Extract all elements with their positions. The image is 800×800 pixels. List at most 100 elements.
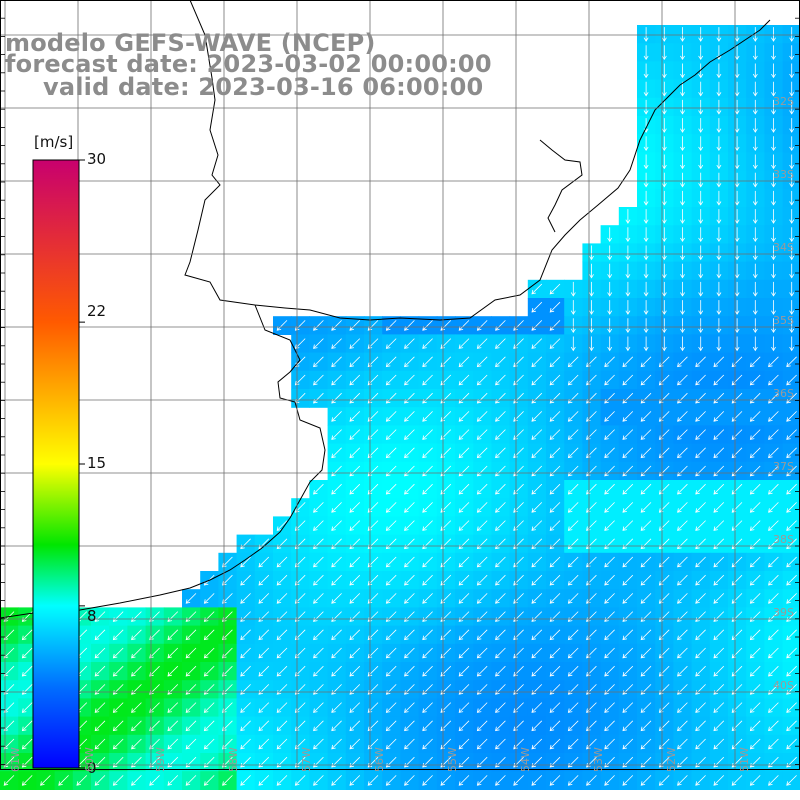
colorbar-unit: [m/s] — [34, 133, 74, 151]
wind-arrow-head — [458, 581, 464, 586]
wind-cell — [291, 589, 310, 608]
wind-arrow-head — [768, 562, 773, 568]
wind-arrow — [404, 665, 415, 677]
wind-arrow — [477, 338, 488, 349]
wind-cell — [382, 516, 401, 536]
wind-arrow — [549, 520, 561, 531]
wind-arrow-head — [589, 274, 594, 279]
wind-arrow — [531, 647, 543, 659]
wind-cell — [327, 607, 347, 627]
wind-arrow — [386, 556, 397, 568]
wind-cell — [455, 552, 474, 572]
wind-cell — [436, 516, 456, 536]
wind-arrow-head — [513, 781, 518, 786]
wind-arrow-head — [276, 744, 282, 750]
wind-arrow-head — [771, 310, 776, 315]
wind-arrow — [604, 429, 615, 440]
wind-cell — [309, 716, 329, 736]
wind-cell — [309, 643, 329, 663]
wind-arrow — [622, 738, 634, 750]
wind-arrow-head — [458, 508, 464, 513]
wind-cell — [218, 571, 238, 590]
wind-arrow — [731, 392, 743, 404]
wind-cell — [109, 698, 128, 718]
wind-arrow — [367, 775, 379, 786]
wind-arrow — [331, 520, 342, 531]
wind-arrow — [750, 374, 761, 386]
wind-arrow-head — [640, 599, 646, 604]
wind-cell — [345, 625, 365, 645]
wind-cell — [546, 407, 565, 426]
wind-arrow-head — [167, 763, 172, 768]
wind-cell — [400, 425, 420, 445]
wind-cell — [364, 716, 383, 736]
wind-arrow-head — [440, 708, 445, 713]
wind-cell — [764, 698, 784, 718]
wind-arrow — [622, 556, 634, 568]
wind-arrow-head — [786, 763, 791, 768]
wind-cell — [691, 680, 711, 699]
wind-arrow — [677, 502, 688, 513]
wind-cell — [327, 662, 347, 681]
wind-cell — [254, 771, 274, 790]
wind-cell — [546, 571, 565, 590]
wind-cell — [527, 552, 547, 572]
wind-arrow-head — [404, 635, 409, 641]
wind-cell — [236, 662, 256, 681]
wind-arrow — [640, 556, 652, 568]
wind-arrow-head — [21, 672, 27, 677]
wind-cell — [473, 425, 492, 445]
wind-arrow — [659, 374, 670, 386]
wind-arrow — [404, 647, 415, 659]
wind-arrow — [568, 720, 579, 731]
wind-cell — [491, 316, 511, 335]
wind-cell — [455, 534, 474, 554]
wind-arrow — [604, 647, 615, 659]
wind-cell — [418, 461, 438, 481]
wind-cell — [436, 552, 456, 572]
wind-cell — [637, 352, 656, 372]
wind-arrow-head — [677, 581, 682, 586]
wind-arrow — [113, 720, 124, 731]
wind-arrow — [149, 775, 160, 786]
wind-arrow-head — [440, 362, 445, 368]
wind-arrow — [731, 720, 743, 731]
wind-arrow — [495, 665, 506, 677]
wind-cell — [527, 352, 547, 372]
wind-cell — [345, 680, 365, 699]
wind-arrow — [549, 647, 561, 659]
wind-arrow — [513, 320, 524, 331]
wind-arrow-head — [752, 219, 758, 224]
wind-cell — [728, 662, 747, 681]
wind-arrow — [513, 520, 524, 531]
wind-arrow-head — [549, 435, 555, 440]
wind-arrow-head — [531, 581, 536, 586]
wind-arrow-head — [786, 672, 791, 677]
wind-arrow-head — [167, 672, 172, 677]
wind-cell — [473, 352, 492, 372]
wind-arrow — [659, 538, 670, 549]
wind-cell — [746, 607, 765, 627]
wind-arrow — [204, 738, 215, 750]
wind-arrow-head — [112, 763, 118, 768]
wind-arrow-head — [661, 292, 667, 297]
wind-cell — [509, 443, 529, 463]
wind-cell — [291, 516, 310, 536]
wind-arrow — [22, 684, 33, 695]
wind-cell — [582, 407, 602, 426]
wind-arrow — [768, 520, 779, 531]
wind-cell — [564, 571, 583, 590]
wind-arrow — [531, 465, 543, 477]
wind-cell — [127, 643, 147, 663]
wind-cell — [582, 389, 602, 408]
wind-arrow — [531, 483, 543, 495]
wind-cell — [309, 498, 329, 517]
wind-arrow — [731, 593, 743, 604]
wind-arrow-head — [276, 726, 282, 732]
wind-arrow — [586, 356, 597, 367]
wind-cell — [18, 771, 37, 790]
wind-cell — [436, 716, 456, 736]
wind-arrow-head — [513, 380, 518, 386]
wind-arrow-head — [513, 653, 518, 659]
wind-arrow — [695, 465, 706, 477]
